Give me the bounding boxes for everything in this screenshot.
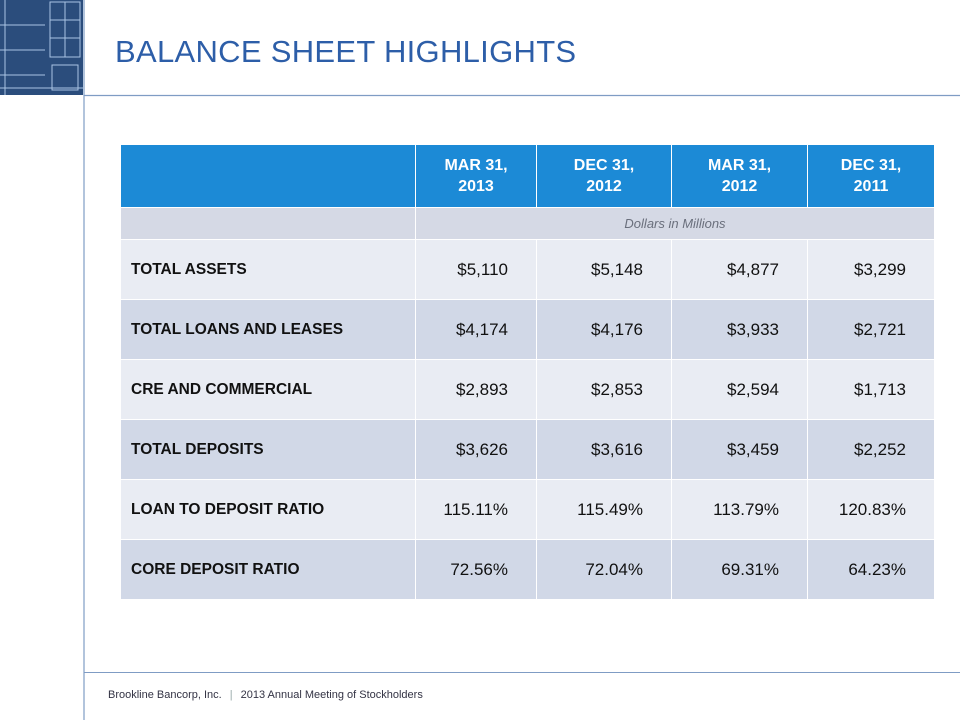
table-cell: $1,713: [808, 360, 935, 420]
table-cell: $3,626: [416, 420, 537, 480]
table-cell: $3,933: [672, 300, 808, 360]
table-cell: $3,616: [537, 420, 672, 480]
column-header: MAR 31, 2012: [672, 145, 808, 208]
table-cell: $5,148: [537, 240, 672, 300]
table-cell: 113.79%: [672, 480, 808, 540]
table-cell: $5,110: [416, 240, 537, 300]
table: MAR 31, 2013 DEC 31, 2012 MAR 31, 2012 DEC …: [121, 145, 935, 600]
footer: Brookline Bancorp, Inc. | 2013 Annual Meet…: [108, 689, 423, 701]
table-cell: 115.49%: [537, 480, 672, 540]
table-cell: 115.11%: [416, 480, 537, 540]
separator: |: [229, 689, 233, 701]
table-cell: 72.56%: [416, 540, 537, 600]
header-corner: [121, 145, 416, 208]
slide-title: BALANCE SHEET HIGHLIGHTS: [115, 34, 577, 69]
blueprint-lines: [0, 0, 83, 95]
table-cell: $2,853: [537, 360, 672, 420]
table-cell: 72.04%: [537, 540, 672, 600]
column-header: MAR 31, 2013: [416, 145, 537, 208]
row-label: TOTAL DEPOSITS: [121, 420, 416, 480]
table-cell: $3,299: [808, 240, 935, 300]
row-label: CRE AND COMMERCIAL: [121, 360, 416, 420]
row-label: TOTAL LOANS AND LEASES: [121, 300, 416, 360]
table-cell: 64.23%: [808, 540, 935, 600]
column-header: DEC 31, 2011: [808, 145, 935, 208]
footer-company: Brookline Bancorp, Inc.: [108, 689, 222, 701]
footer-event: 2013 Annual Meeting of Stockholders: [240, 689, 423, 701]
blueprint-image: [0, 0, 83, 95]
table-cell: $2,252: [808, 420, 935, 480]
table-cell: $4,877: [672, 240, 808, 300]
unit-note: Dollars in Millions: [416, 208, 935, 240]
table-cell: $2,893: [416, 360, 537, 420]
table-cell: $3,459: [672, 420, 808, 480]
row-label: LOAN TO DEPOSIT RATIO: [121, 480, 416, 540]
table-cell: $4,176: [537, 300, 672, 360]
column-header: DEC 31, 2012: [537, 145, 672, 208]
table-cell: 120.83%: [808, 480, 935, 540]
table-cell: 69.31%: [672, 540, 808, 600]
table-cell: $2,594: [672, 360, 808, 420]
table-cell: $4,174: [416, 300, 537, 360]
subheader-blank: [121, 208, 416, 240]
row-label: TOTAL ASSETS: [121, 240, 416, 300]
row-label: CORE DEPOSIT RATIO: [121, 540, 416, 600]
table-cell: $2,721: [808, 300, 935, 360]
